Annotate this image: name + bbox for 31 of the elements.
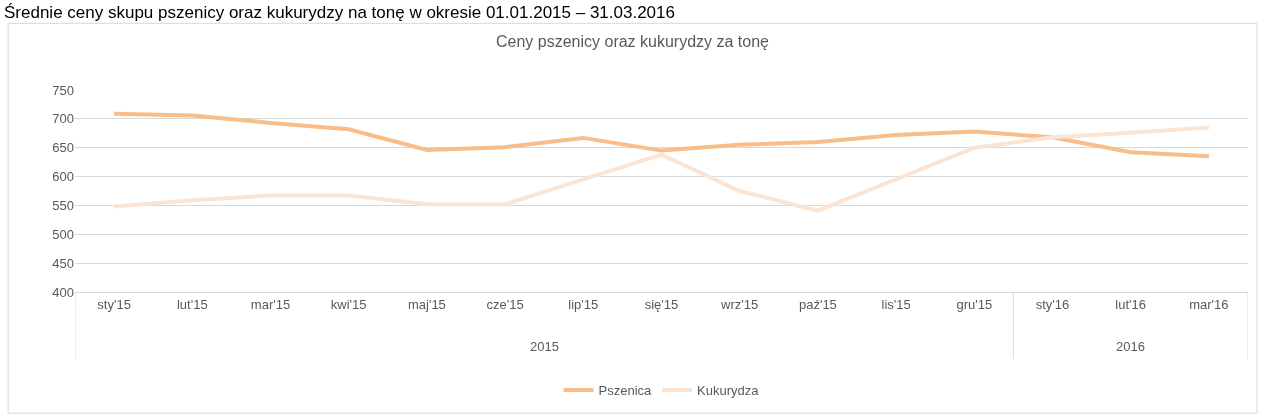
x-tick-label: się'15	[644, 296, 679, 312]
legend-label: Kukurydza	[697, 383, 760, 399]
x-tick-label: wrz'15	[720, 296, 759, 312]
y-tick-label: 600	[52, 169, 74, 185]
chart-title: Ceny pszenicy oraz kukurydzy za tonę	[495, 33, 770, 51]
x-tick-label: gru'15	[956, 296, 993, 312]
y-tick-label: 700	[52, 111, 74, 127]
x-tick-label: lip'15	[568, 296, 599, 312]
x-tick-label: lis'15	[881, 296, 911, 312]
legend-label: Pszenica	[598, 383, 653, 399]
x-tick-label: lut'15	[176, 296, 208, 312]
y-tick-label: 550	[52, 197, 74, 213]
line-series	[112, 125, 1211, 213]
y-tick-label: 500	[52, 226, 74, 242]
x-tick-label: mar'15	[250, 296, 291, 312]
x-tick-label: kwi'15	[330, 296, 367, 312]
x-tick-label: cze'15	[486, 296, 524, 312]
x-tick-label: sty'15	[97, 296, 131, 312]
y-tick-label: 650	[52, 140, 74, 156]
y-tick-label: 450	[52, 255, 74, 271]
x-tick-label: paź'15	[798, 296, 837, 312]
x-tick-label: sty'16	[1035, 296, 1070, 312]
text: Średnie ceny skupu pszenicy oraz kukurydzy na tonę w okresie 01.01.2015 – 31.03.2016	[4, 3, 675, 22]
x-tick-label: lut'16	[1115, 296, 1147, 312]
x-tick-label: mar'16	[1189, 296, 1229, 312]
x-tick-label: maj'15	[407, 296, 446, 312]
y-tick-label: 750	[52, 82, 74, 98]
text: 2016	[1116, 339, 1145, 354]
text: 2015	[530, 339, 559, 354]
line-series	[112, 111, 1211, 159]
y-tick-label: 400	[52, 284, 74, 300]
